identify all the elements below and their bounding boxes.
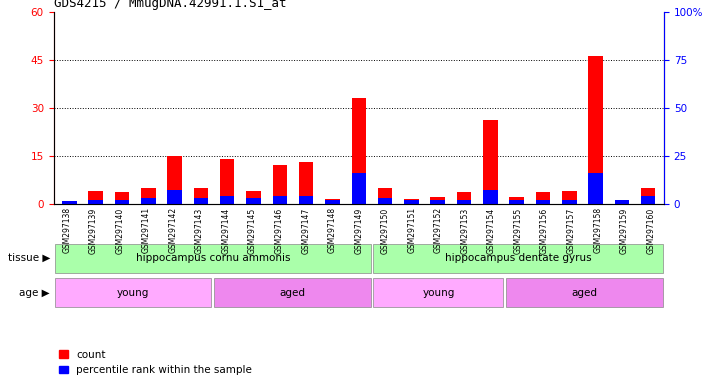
Bar: [193, 187, 208, 204]
Bar: [457, 200, 471, 204]
Bar: [562, 191, 576, 204]
Text: GSM297147: GSM297147: [301, 207, 310, 253]
Bar: [220, 196, 234, 204]
Bar: [562, 200, 576, 204]
Text: GSM297143: GSM297143: [195, 207, 204, 253]
Bar: [273, 196, 287, 204]
Text: GSM297138: GSM297138: [62, 207, 71, 253]
Bar: [509, 200, 524, 204]
Text: GSM297158: GSM297158: [593, 207, 602, 253]
Text: GSM297157: GSM297157: [567, 207, 575, 253]
Bar: [89, 200, 103, 204]
Bar: [536, 200, 550, 204]
Bar: [246, 191, 261, 204]
Bar: [55, 278, 211, 308]
Bar: [220, 159, 234, 204]
Bar: [351, 173, 366, 204]
Text: GSM297146: GSM297146: [275, 207, 283, 253]
Text: GSM297139: GSM297139: [89, 207, 98, 253]
Bar: [167, 190, 182, 204]
Bar: [62, 201, 76, 204]
Bar: [509, 197, 524, 204]
Bar: [89, 191, 103, 204]
Bar: [62, 203, 76, 204]
Bar: [326, 199, 340, 204]
Bar: [404, 199, 418, 204]
Text: GSM297141: GSM297141: [142, 207, 151, 253]
Bar: [506, 278, 663, 308]
Text: GSM297156: GSM297156: [540, 207, 549, 253]
Text: GSM297140: GSM297140: [116, 207, 124, 253]
Bar: [378, 198, 392, 204]
Text: GSM297155: GSM297155: [513, 207, 523, 253]
Bar: [167, 156, 182, 204]
Bar: [483, 190, 498, 204]
Text: GDS4215 / MmugDNA.42991.1.S1_at: GDS4215 / MmugDNA.42991.1.S1_at: [54, 0, 286, 10]
Bar: [214, 278, 371, 308]
Text: GSM297145: GSM297145: [248, 207, 257, 253]
Bar: [141, 187, 156, 204]
Bar: [431, 197, 445, 204]
Text: GSM297154: GSM297154: [487, 207, 496, 253]
Bar: [457, 192, 471, 204]
Text: GSM297153: GSM297153: [461, 207, 469, 253]
Text: aged: aged: [571, 288, 598, 298]
Text: GSM297149: GSM297149: [354, 207, 363, 253]
Text: GSM297152: GSM297152: [434, 207, 443, 253]
Bar: [55, 243, 371, 273]
Bar: [373, 278, 503, 308]
Text: tissue ▶: tissue ▶: [8, 253, 50, 263]
Bar: [641, 187, 655, 204]
Text: aged: aged: [279, 288, 306, 298]
Bar: [378, 187, 392, 204]
Bar: [483, 120, 498, 204]
Bar: [351, 98, 366, 204]
Bar: [299, 162, 313, 204]
Text: GSM297142: GSM297142: [169, 207, 178, 253]
Text: GSM297160: GSM297160: [646, 207, 655, 253]
Bar: [404, 200, 418, 204]
Bar: [431, 200, 445, 204]
Text: young: young: [422, 288, 455, 298]
Bar: [115, 192, 129, 204]
Bar: [641, 196, 655, 204]
Text: GSM297159: GSM297159: [620, 207, 629, 253]
Bar: [193, 198, 208, 204]
Text: hippocampus dentate gyrus: hippocampus dentate gyrus: [445, 253, 591, 263]
Bar: [536, 192, 550, 204]
Bar: [615, 201, 629, 204]
Legend: count, percentile rank within the sample: count, percentile rank within the sample: [59, 350, 252, 375]
Text: young: young: [117, 288, 149, 298]
Bar: [115, 200, 129, 204]
Bar: [141, 198, 156, 204]
Bar: [273, 165, 287, 204]
Bar: [588, 173, 603, 204]
Text: GSM297150: GSM297150: [381, 207, 390, 253]
Text: age ▶: age ▶: [19, 288, 50, 298]
Bar: [373, 243, 663, 273]
Bar: [615, 200, 629, 204]
Text: GSM297151: GSM297151: [408, 207, 416, 253]
Text: GSM297148: GSM297148: [328, 207, 337, 253]
Bar: [299, 196, 313, 204]
Bar: [588, 56, 603, 204]
Text: hippocampus cornu ammonis: hippocampus cornu ammonis: [136, 253, 290, 263]
Text: GSM297144: GSM297144: [221, 207, 231, 253]
Bar: [246, 198, 261, 204]
Bar: [326, 200, 340, 204]
